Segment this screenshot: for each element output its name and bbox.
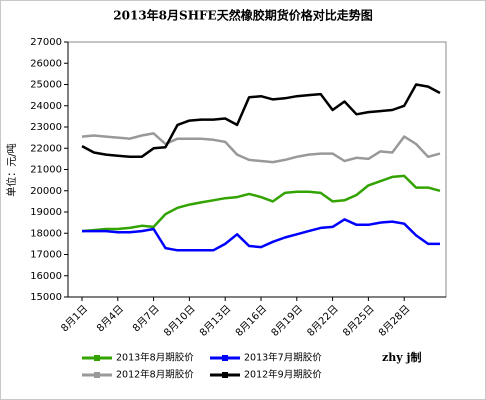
legend-label: 2012年9月期胶价	[244, 369, 322, 381]
legend-marker	[222, 372, 228, 378]
legend-marker	[94, 355, 100, 361]
y-tick-label: 16000	[30, 271, 62, 282]
series-line	[81, 83, 441, 159]
y-tick-label: 15000	[30, 292, 62, 303]
y-tick-label: 20000	[30, 186, 62, 197]
y-tick-label: 21000	[30, 165, 62, 176]
legend-marker	[94, 372, 100, 378]
credit: zhy j制	[382, 350, 421, 364]
y-tick-label: 18000	[30, 228, 62, 239]
y-tick-label: 19000	[30, 207, 62, 218]
y-tick-label: 23000	[30, 122, 62, 133]
y-tick-label: 24000	[30, 101, 62, 112]
legend-label: 2012年8月期胶价	[116, 369, 194, 381]
legend-label: 2013年8月期胶价	[116, 352, 194, 364]
y-tick-label: 26000	[30, 58, 62, 69]
y-tick-label: 27000	[30, 37, 62, 48]
series-line	[82, 218, 440, 252]
series-line	[81, 174, 441, 233]
series-line	[81, 132, 441, 164]
y-tick-label: 17000	[30, 250, 62, 261]
legend-marker	[222, 355, 228, 361]
legend-label: 2013年7月期胶价	[244, 352, 322, 364]
y-tick-label: 25000	[30, 80, 62, 91]
y-axis-label: 单位：元/吨	[5, 143, 18, 196]
y-tick-label: 22000	[30, 143, 62, 154]
chart-title: 2013年8月SHFE天然橡胶期货价格对比走势图	[113, 8, 372, 23]
